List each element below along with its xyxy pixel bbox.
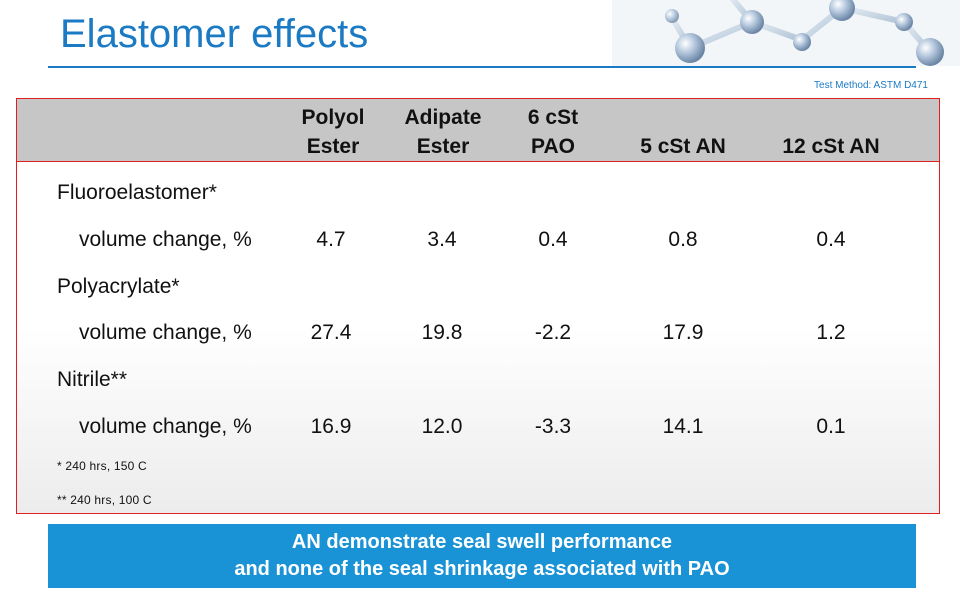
column-header-6cst-pao: 6 cSt PAO: [527, 106, 579, 158]
column-header-adipate-ester: Adipate Ester: [404, 106, 482, 158]
column-header-12cst-an: 12 cSt AN: [782, 135, 880, 158]
table-cell: -2.2: [534, 321, 572, 344]
column-header-5cst-an: 5 cSt AN: [640, 135, 726, 158]
banner-line-2: and none of the seal shrinkage associate…: [234, 558, 730, 580]
table-cell: 4.7: [316, 228, 346, 251]
table-cell: -3.3: [534, 415, 572, 438]
metric-label: volume change, %: [79, 321, 252, 344]
metric-label: volume change, %: [79, 228, 252, 251]
section-label-fluoroelastomer: Fluoroelastomer*: [57, 181, 217, 204]
title-divider: [48, 66, 916, 68]
footnote-double-asterisk: ** 240 hrs, 100 C: [57, 493, 152, 507]
table-cell: 0.4: [816, 228, 846, 251]
section-label-polyacrylate: Polyacrylate*: [57, 275, 180, 298]
column-header-polyol-ester: Polyol Ester: [301, 106, 365, 158]
table-cell: 16.9: [310, 415, 352, 438]
conclusion-banner: AN demonstrate seal swell performance an…: [48, 524, 916, 588]
data-table: Polyol Ester Adipate Ester 6 cSt PAO 5 c…: [16, 98, 940, 514]
molecule-illustration: [612, 0, 960, 66]
table-cell: 27.4: [310, 321, 352, 344]
table-header: Polyol Ester Adipate Ester 6 cSt PAO 5 c…: [17, 99, 939, 162]
test-method-note: Test Method: ASTM D471: [814, 80, 928, 91]
table-cell: 0.1: [816, 415, 846, 438]
banner-line-1: AN demonstrate seal swell performance: [291, 531, 673, 553]
table-cell: 17.9: [662, 321, 704, 344]
page-title: Elastomer effects: [60, 12, 369, 56]
section-label-nitrile: Nitrile**: [57, 368, 128, 391]
table-cell: 0.8: [668, 228, 698, 251]
table-cell: 14.1: [662, 415, 704, 438]
table-cell: 3.4: [427, 228, 457, 251]
table-cell: 12.0: [421, 415, 463, 438]
table-cell: 0.4: [538, 228, 568, 251]
table-cell: 1.2: [816, 321, 846, 344]
metric-label: volume change, %: [79, 415, 252, 438]
table-cell: 19.8: [421, 321, 463, 344]
footnote-single-asterisk: * 240 hrs, 150 C: [57, 459, 147, 473]
